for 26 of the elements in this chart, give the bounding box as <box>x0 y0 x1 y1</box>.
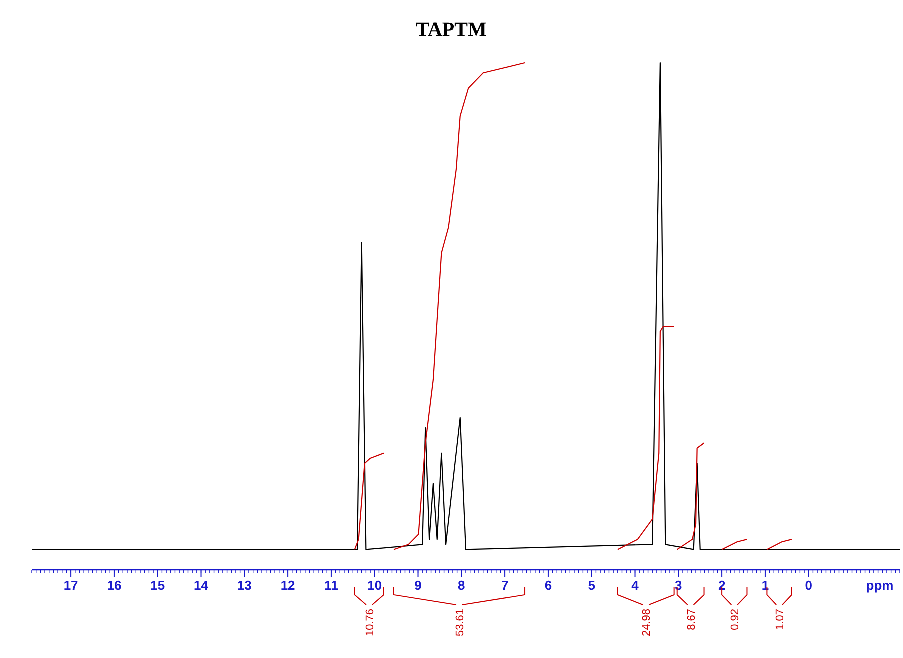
x-tick-label: 7 <box>501 578 509 593</box>
text: 53.61 <box>454 609 466 637</box>
x-tick-label: 16 <box>107 578 122 593</box>
x-tick-label: 15 <box>150 578 166 593</box>
x-tick-label: 9 <box>414 578 422 593</box>
x-tick-label: 10 <box>368 578 382 593</box>
x-tick-label: 13 <box>237 578 252 593</box>
text: 1.07 <box>774 609 787 630</box>
x-tick-label: 14 <box>194 578 210 593</box>
x-tick-label: 2 <box>718 578 726 593</box>
x-tick-label: 11 <box>324 578 338 593</box>
x-tick-label: 3 <box>675 578 682 593</box>
text: 8.67 <box>686 609 698 630</box>
x-tick-label: 4 <box>632 578 640 593</box>
x-tick-label: 8 <box>458 578 466 593</box>
x-tick-label: 12 <box>280 578 296 593</box>
text: 0.92 <box>730 609 742 630</box>
x-tick-label: 17 <box>64 578 78 593</box>
x-tick-label: 5 <box>588 578 596 593</box>
text: 10.76 <box>364 609 376 637</box>
chart-title: TAPTM <box>416 19 487 41</box>
x-tick-label: 0 <box>805 578 812 593</box>
x-tick-label: 6 <box>544 578 552 593</box>
x-axis-title: ppm <box>866 578 894 593</box>
x-tick-label: 1 <box>762 578 770 593</box>
text: 24.98 <box>641 609 654 637</box>
